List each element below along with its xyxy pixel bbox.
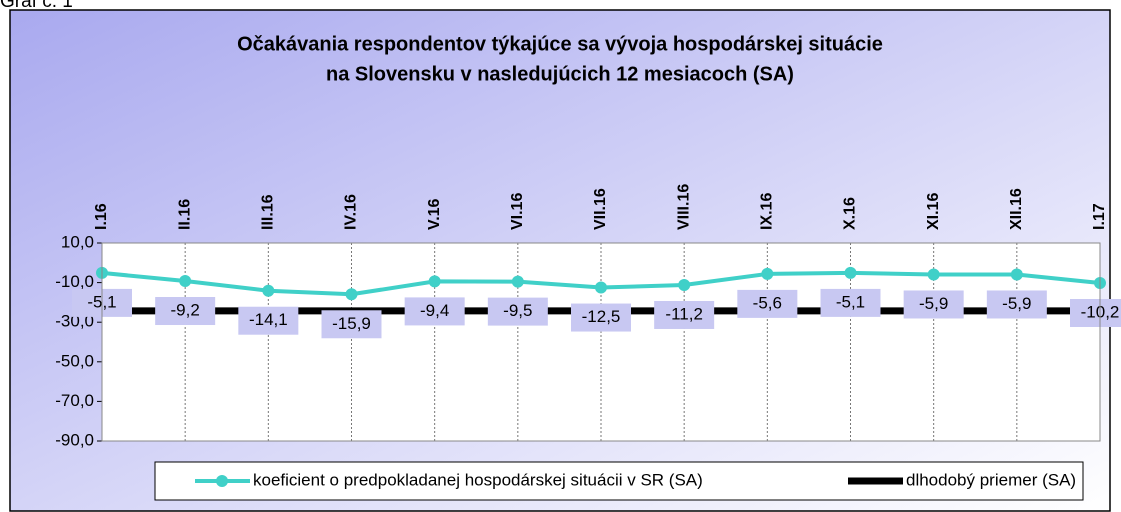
x-tick-label: IX.16: [759, 193, 776, 230]
data-label-box: [321, 310, 382, 339]
x-tick-label: V.16: [426, 198, 443, 230]
data-label: -15,9: [332, 314, 371, 333]
x-tick-label: IV.16: [343, 194, 360, 230]
chart-title: Očakávania respondentov týkajúce sa vývo…: [237, 33, 883, 55]
data-label-box: [487, 297, 548, 326]
x-tick-label: VII.16: [592, 188, 609, 230]
data-label-box: [986, 290, 1047, 319]
data-label-box: [737, 289, 798, 318]
point: [179, 275, 192, 288]
figure-label: Graf č. 1: [0, 0, 73, 12]
plot-border: [101, 242, 1101, 442]
point: [761, 267, 774, 280]
y-tick-label: -70,0: [55, 391, 94, 410]
x-tick-label: II.16: [176, 199, 193, 230]
data-label: -14,1: [249, 310, 288, 329]
point: [262, 284, 275, 297]
legend: [154, 461, 1084, 501]
data-label: -5,6: [753, 293, 782, 312]
data-label-box: [1070, 298, 1121, 327]
data-label: -5,9: [919, 294, 948, 313]
data-label-box: [238, 306, 299, 335]
legend-label: koeficient o predpokladanej hospodárskej…: [253, 470, 703, 489]
x-tick-label: I.16: [93, 203, 110, 230]
x-tick-label: I.17: [1091, 203, 1108, 230]
data-label-box: [155, 297, 216, 326]
x-tick-label: VI.16: [509, 193, 526, 230]
point: [511, 275, 524, 288]
x-tick-label: XII.16: [1008, 188, 1025, 230]
data-label: -5,9: [1002, 294, 1031, 313]
x-tick-label: VIII.16: [675, 184, 692, 230]
point: [844, 266, 857, 279]
data-label: -9,4: [420, 301, 449, 320]
x-tick-label: XI.16: [925, 193, 942, 230]
point: [428, 275, 441, 288]
data-label-box: [820, 288, 881, 317]
data-label: -11,2: [665, 304, 703, 323]
data-label: -9,5: [503, 301, 532, 320]
y-tick-label: 10,0: [61, 232, 94, 251]
x-tick-label: X.16: [842, 197, 859, 230]
data-label: -12,5: [582, 307, 621, 326]
y-tick-label: -50,0: [55, 351, 94, 370]
data-label-box: [654, 300, 715, 329]
y-tick-label: -90,0: [55, 430, 94, 449]
point: [678, 278, 691, 291]
data-label-box: [903, 290, 964, 319]
legend-label: dlhodobý priemer (SA): [906, 470, 1076, 489]
data-label-box: [404, 297, 465, 326]
point: [595, 281, 607, 294]
data-label-box: [571, 303, 631, 332]
x-tick-label: III.16: [260, 194, 277, 230]
chart-title: na Slovensku v nasledujúcich 12 mesiacoc…: [326, 63, 794, 85]
legend-marker: [216, 475, 228, 487]
point: [927, 268, 940, 281]
data-label: -5,1: [836, 292, 865, 311]
y-tick-label: -10,0: [55, 272, 94, 291]
data-label: -9,2: [171, 301, 200, 320]
point: [345, 288, 358, 301]
point: [1010, 268, 1023, 281]
